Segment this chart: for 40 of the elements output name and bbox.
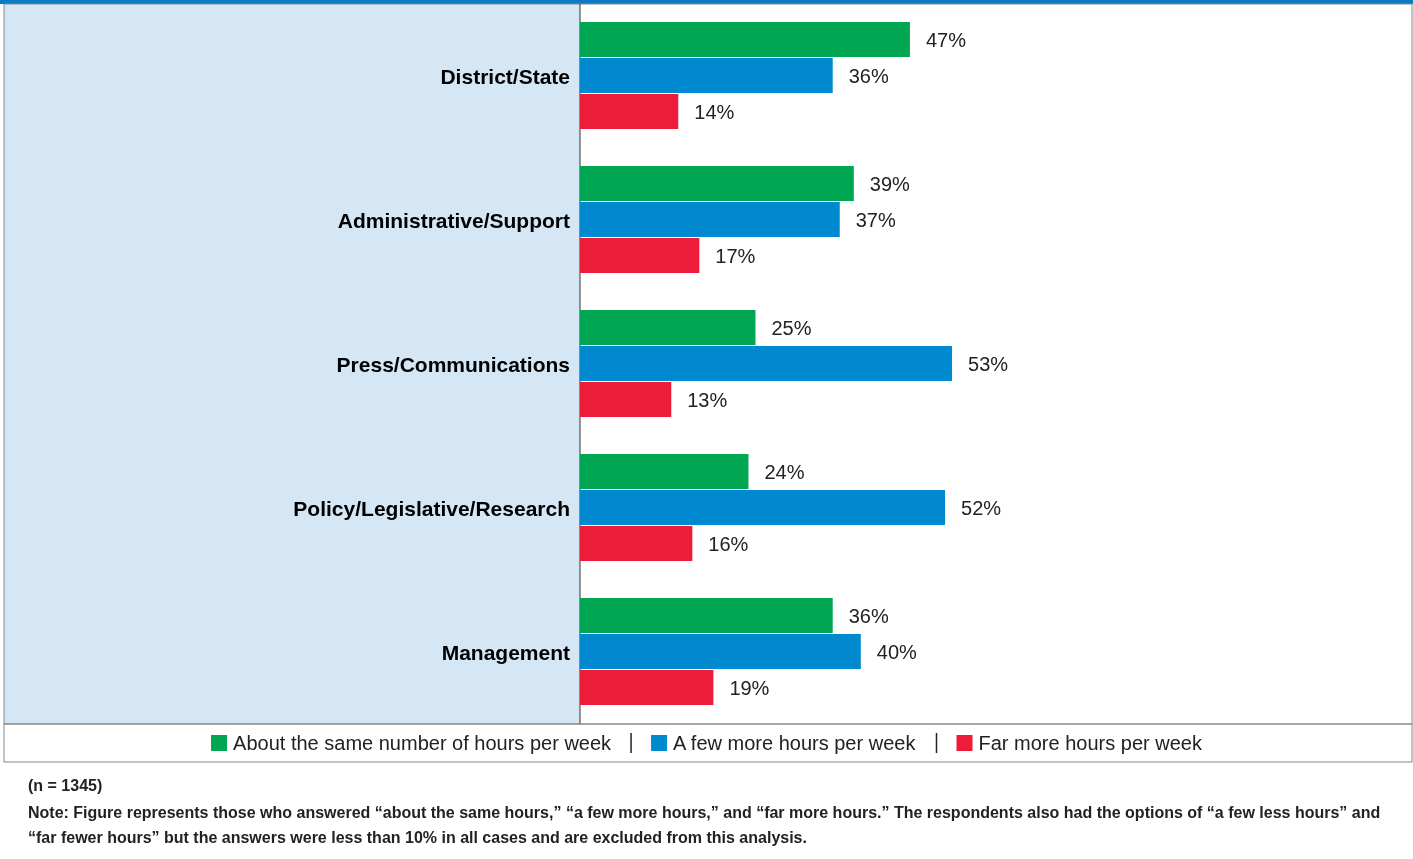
data-label: 36% — [848, 604, 889, 627]
legend-label: About the same number of hours per week — [233, 732, 613, 754]
bar — [580, 58, 833, 93]
legend-label: Far more hours per week — [978, 732, 1203, 754]
data-label: 36% — [848, 64, 889, 87]
data-label: 37% — [855, 208, 896, 231]
bar — [580, 526, 693, 561]
data-label: 14% — [694, 100, 735, 123]
data-label: 40% — [876, 640, 918, 663]
bar — [580, 670, 714, 705]
text: (n = 1345) — [28, 776, 103, 794]
y-tick-label: Policy/Legislative/Research — [293, 496, 570, 520]
data-label: 53% — [968, 352, 1009, 375]
data-label: 47% — [925, 28, 967, 51]
data-label: 19% — [729, 676, 770, 699]
bar — [580, 22, 910, 57]
y-tick-label: Management — [441, 640, 571, 664]
y-tick-label: District/State — [440, 64, 570, 88]
data-label: 13% — [687, 388, 728, 411]
bar — [580, 94, 679, 129]
bar — [580, 166, 854, 201]
y-tick-label: Administrative/Support — [337, 208, 570, 232]
text: Note: Figure represents those who answered “about the same hours,” “a few more hours,” and “far more hours.” The respondents also had the options of “a few less hours” and “far fewer hours” but the answers were less than 10% in all cases and are excluded from this analysis. — [28, 803, 1381, 846]
data-label: 52% — [961, 496, 1002, 519]
legend-label: A few more hours per week — [673, 732, 917, 754]
bar — [580, 310, 756, 345]
bar — [580, 598, 833, 633]
bar — [580, 382, 672, 417]
bar — [580, 490, 946, 525]
bar — [580, 202, 840, 237]
data-label: 24% — [764, 460, 805, 483]
bar — [580, 634, 861, 669]
data-label: 25% — [771, 316, 812, 339]
bar — [580, 346, 953, 381]
data-label: 16% — [708, 532, 749, 555]
bar — [580, 238, 700, 273]
data-label: 39% — [869, 172, 911, 195]
data-label: 17% — [715, 244, 756, 267]
y-tick-label: Press/Communications — [336, 352, 570, 376]
bar — [580, 454, 749, 489]
